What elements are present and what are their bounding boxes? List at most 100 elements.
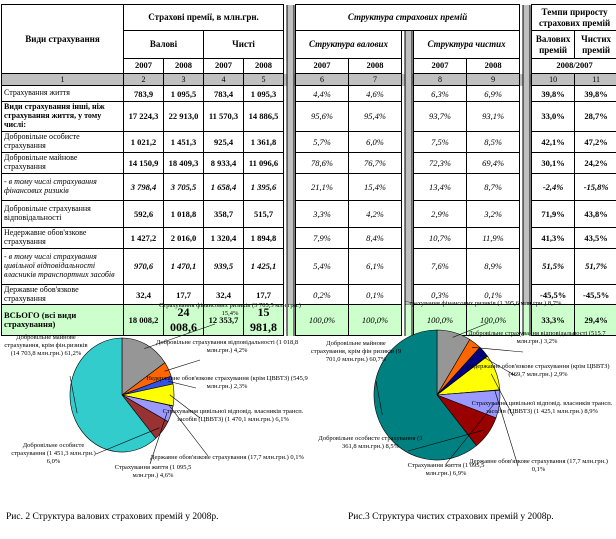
premiums-table: Види страхування Страхові премії, в млн.… <box>1 4 616 337</box>
row-label: Добровільне майнове страхування <box>1 151 124 174</box>
pie-leader-line <box>471 347 524 353</box>
cell-net-2008: 1 095,3 <box>242 85 285 102</box>
header-structure-group: Структура страхових премій <box>295 4 521 31</box>
cell-structure-net-2008: 93,1% <box>466 101 521 132</box>
column-number: 3 <box>163 73 204 86</box>
cell-net-2007: 1 320,4 <box>203 226 244 249</box>
column-number: 5 <box>242 73 285 86</box>
cell-growth-net: 51,7% <box>574 247 616 285</box>
cell-structure-gross-2008: 6,1% <box>348 247 403 285</box>
pie-label-state: Державне обов'язкове страхування (17,7 м… <box>469 458 608 473</box>
cell-structure-net-2008: 3,2% <box>466 199 521 228</box>
pie-leader-line <box>144 323 216 349</box>
header-growth-net: Чистих премій <box>574 30 616 59</box>
cell-structure-gross-2007: 95,6% <box>295 101 350 132</box>
cell-growth-net: 29,4% <box>574 304 616 337</box>
cell-structure-net-2008: 69,4% <box>466 151 521 174</box>
separator-column <box>401 200 414 228</box>
table-row: Добровільне майнове страхування 14 150,9 1… <box>1 151 616 174</box>
cell-net-2008: 14 886,5 <box>242 101 285 132</box>
pie-label-fin-risks: Страхування фінансових ризиків (3 705,5 … <box>159 302 301 317</box>
separator-column <box>401 101 414 132</box>
net-premiums-pie-chart: Страхування фінансових ризиків (1 395,6 … <box>308 296 616 536</box>
pie-leader-line <box>375 380 383 415</box>
cell-structure-net-2007: 72,3% <box>413 151 468 174</box>
pie-leader-line <box>169 394 201 419</box>
separator-column <box>283 152 296 174</box>
cell-structure-gross-2007: 100,0% <box>295 304 350 337</box>
cell-structure-gross-2007: 7,9% <box>295 226 350 249</box>
table-body: Страхування життя 783,9 1 095,5 783,4 1 095,… <box>1 85 616 337</box>
pie-label-property: Добровільне майнове страхування, крім фі… <box>4 334 88 357</box>
row-label: Недержавне обов'язкове страхування <box>1 226 124 249</box>
table-row: ВСЬОГО (всі види страхування) 18 008,2 24 … <box>1 304 616 337</box>
cell-structure-net-2008: 100,0% <box>466 304 521 337</box>
separator-column <box>401 131 414 153</box>
separator-column <box>519 304 532 336</box>
cell-growth-gross: 51,5% <box>531 247 576 285</box>
header-structure-net: Структура чистих <box>413 30 521 59</box>
cell-growth-gross: 33,0% <box>531 101 576 132</box>
pie-label-state: Державне обов'язкове страхування (17,7 м… <box>150 454 304 461</box>
cell-structure-gross-2008: 100,0% <box>348 304 403 337</box>
table-row: - в тому числі страхування цивільної від… <box>1 247 616 285</box>
cell-structure-gross-2008: 4,6% <box>348 85 403 102</box>
separator-column <box>519 284 532 305</box>
cell-gross-2007: 592,6 <box>123 199 164 228</box>
header-growth-group: Темпи приросту страхових премій <box>531 4 616 31</box>
cell-gross-2008: 18 409,3 <box>163 151 204 174</box>
pie-leader-line <box>69 375 78 414</box>
separator-column <box>519 73 532 86</box>
cell-gross-2007: 14 150,9 <box>123 151 164 174</box>
table-row: Добровільне особисте страхування 1 021,2 1… <box>1 130 616 153</box>
pie-label-non-state: Недержавне обов'язкове страхування (крім… <box>466 363 610 378</box>
cell-structure-net-2007: 7,5% <box>413 130 468 153</box>
pie-label-non-state: Недержавне обов'язкове страхування (крім… <box>146 375 308 390</box>
cell-structure-gross-2008: 8,4% <box>348 226 403 249</box>
pie-leader-line <box>164 359 201 372</box>
cell-net-2008: 1 361,8 <box>242 130 285 153</box>
separator-column <box>401 73 414 86</box>
pie-label-property: Добровільне майнове страхування, крім фі… <box>310 340 402 363</box>
pie-slice <box>121 337 166 396</box>
pie-leader-line <box>168 404 209 457</box>
pie-label-life: Страхування життя (1 095,5 млн.грн.) 6,9… <box>407 462 485 477</box>
table-row: - в тому числі страхування фінансових ри… <box>1 172 616 201</box>
cell-structure-gross-2008: 95,4% <box>348 101 403 132</box>
cell-growth-gross: 71,9% <box>531 199 576 228</box>
cell-net-2008: 15 981,8 <box>242 304 285 337</box>
separator-column <box>283 304 296 336</box>
cell-gross-2008: 1 095,5 <box>163 85 204 102</box>
cell-growth-gross: 33,3% <box>531 304 576 337</box>
cell-structure-net-2008: 8,9% <box>466 247 521 285</box>
cell-net-2007: 358,7 <box>203 199 244 228</box>
column-number: 1 <box>1 73 124 86</box>
header-structure-gross: Структура валових <box>295 30 403 59</box>
cell-gross-2008: 1 018,8 <box>163 199 204 228</box>
cell-gross-2008: 1 451,3 <box>163 130 204 153</box>
row-label: ВСЬОГО (всі види страхування) <box>1 304 124 337</box>
cell-structure-gross-2007: 21,1% <box>295 172 350 201</box>
row-label: Страхування життя <box>1 85 124 102</box>
separator-column <box>519 200 532 228</box>
header-year: 2007 <box>123 58 164 74</box>
cell-growth-gross: 42,1% <box>531 130 576 153</box>
cell-gross-2007: 1 021,2 <box>123 130 164 153</box>
cell-structure-net-2007: 7,6% <box>413 247 468 285</box>
cell-net-2007: 925,4 <box>203 130 244 153</box>
cell-net-2007: 783,4 <box>203 85 244 102</box>
row-label: Добровільне особисте страхування <box>1 130 124 153</box>
separator-column <box>401 284 414 305</box>
separator-column <box>519 248 532 285</box>
header-growth-period: 2008/2007 <box>531 58 616 74</box>
separator-column <box>283 85 296 102</box>
cell-net-2007: 11 570,3 <box>203 101 244 132</box>
cell-growth-net: 43,8% <box>574 199 616 228</box>
separator-column <box>401 227 414 249</box>
cell-net-2007: 12 353,7 <box>203 304 244 337</box>
separator-column <box>283 173 296 201</box>
separator-column <box>519 152 532 174</box>
separator-column <box>519 85 532 102</box>
separator-column <box>283 73 296 86</box>
cell-growth-net: 24,2% <box>574 151 616 174</box>
